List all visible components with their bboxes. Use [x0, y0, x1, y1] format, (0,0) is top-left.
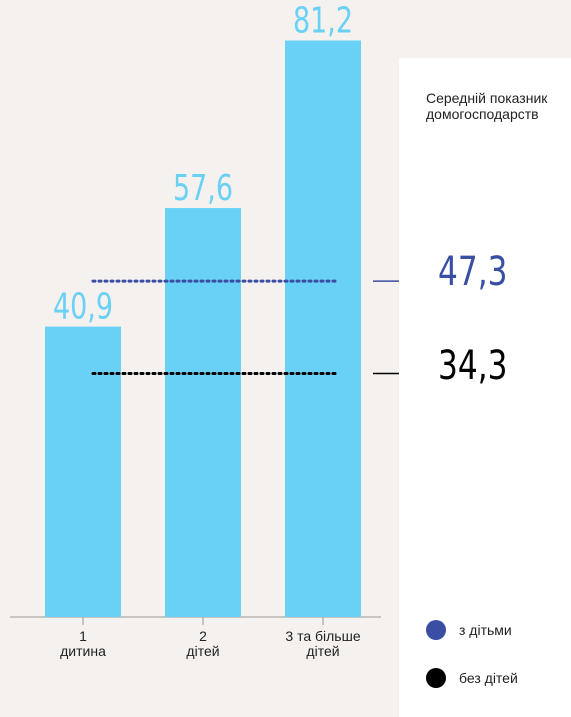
legend-dot-with-children — [426, 620, 446, 640]
panel-title: Середній показник домогосподарств — [426, 90, 548, 122]
bar-value-label-1: 40,9 — [53, 287, 113, 328]
bar-1 — [45, 326, 121, 617]
bar-2 — [165, 208, 241, 618]
x-tick-label-3-line-2: дітей — [306, 643, 339, 659]
average-without-children-value: 34,3 — [438, 343, 508, 389]
x-tick-label-1-line-2: дитина — [60, 643, 106, 659]
legend-dot-without-children — [426, 668, 446, 688]
bar-value-label-3: 81,2 — [293, 0, 353, 41]
legend-item-without-children: без дітей — [426, 668, 518, 688]
legend-item-with-children: з дітьми — [426, 620, 512, 640]
legend-label-without-children: без дітей — [459, 670, 518, 686]
x-tick-label-2-line-1: 2 — [199, 628, 207, 644]
x-tick-label-1-line-1: 1 — [79, 628, 87, 644]
x-tick-label-2-line-2: дітей — [186, 643, 219, 659]
bar-value-label-2: 57,6 — [173, 168, 233, 209]
x-tick-label-3-line-1: 3 та більше — [285, 628, 360, 644]
bar-3 — [285, 40, 361, 618]
legend-label-with-children: з дітьми — [459, 622, 512, 638]
average-with-children-value: 47,3 — [438, 249, 508, 295]
legend-panel — [399, 58, 571, 717]
